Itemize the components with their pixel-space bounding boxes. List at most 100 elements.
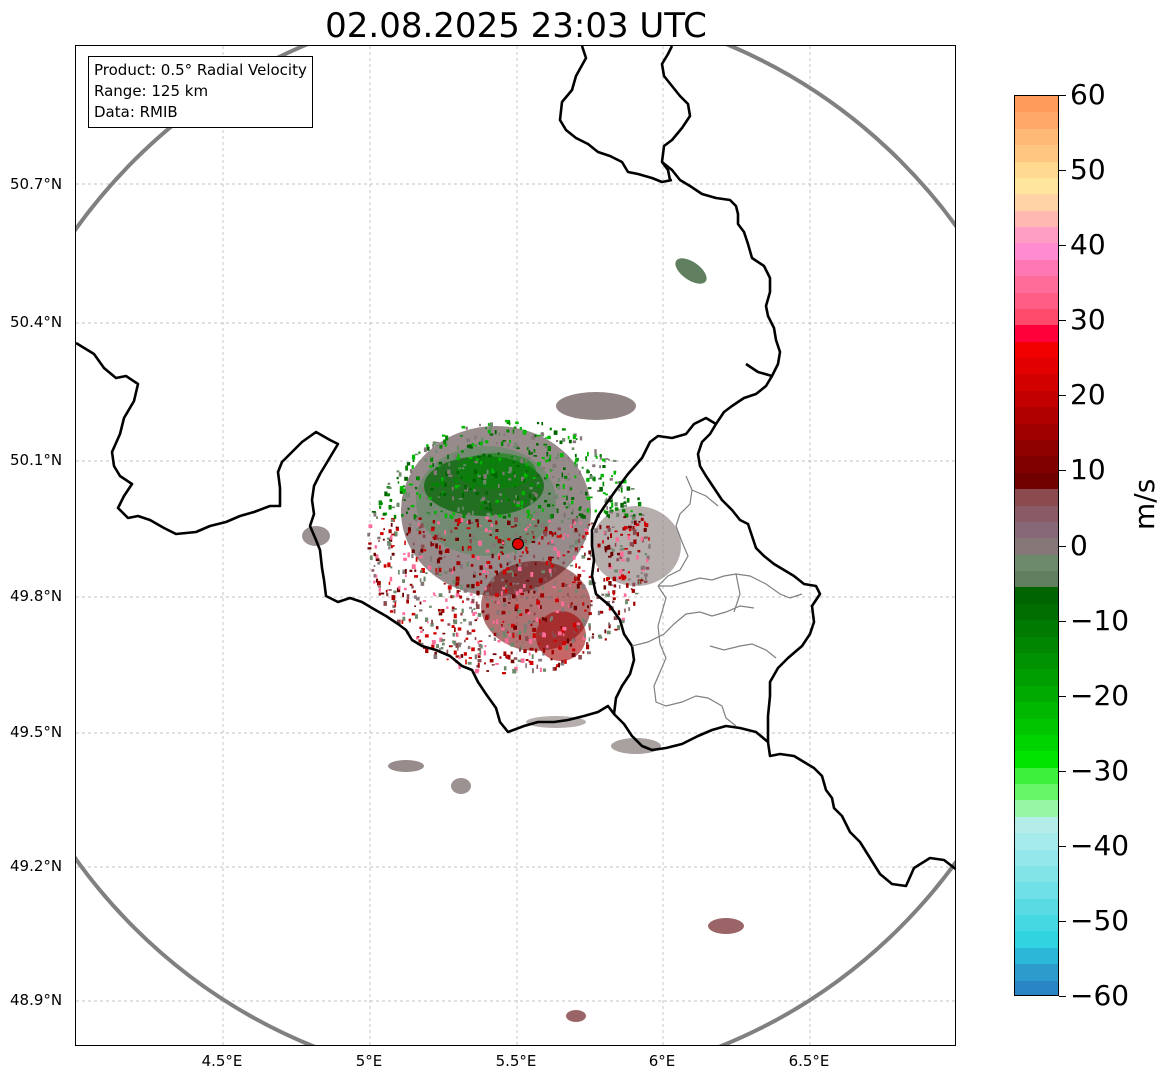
echo-pixel <box>553 583 556 588</box>
echo-pixel <box>444 482 447 487</box>
colorbar-swatch <box>1015 931 1058 949</box>
echo-pixel <box>408 483 413 486</box>
echo-pixel <box>388 505 392 510</box>
echo-pixel <box>484 587 487 591</box>
echo-pixel <box>373 552 376 556</box>
echo-pixel <box>597 610 601 616</box>
echo-pixel <box>617 481 620 484</box>
echo-pixel <box>560 519 564 523</box>
echo-pixel <box>615 481 618 484</box>
echo-pixel <box>527 620 532 624</box>
echo-pixel <box>419 626 423 630</box>
echo-pixel <box>497 553 500 558</box>
echo-pixel <box>515 582 520 585</box>
echo-pixel <box>523 479 526 483</box>
colorbar-swatch <box>1015 800 1058 818</box>
echo-pixel <box>490 600 493 602</box>
info-product: Product: 0.5° Radial Velocity <box>94 61 307 79</box>
echo-pixel <box>448 462 451 467</box>
echo-pixel <box>521 491 526 496</box>
colorbar-swatch <box>1015 521 1058 539</box>
echo-pixel <box>461 450 464 453</box>
echo-pixel <box>542 508 544 512</box>
echo-pixel <box>608 555 612 558</box>
echo-pixel <box>440 510 443 513</box>
echo-pixel <box>378 587 381 592</box>
echo-pixel <box>492 620 495 624</box>
echo-pixel <box>574 539 578 545</box>
echo-pixel <box>508 466 513 472</box>
echo-pixel <box>633 514 636 517</box>
echo-pixel <box>613 592 615 596</box>
echo-pixel <box>452 496 454 501</box>
echo-pixel <box>547 435 551 440</box>
echo-pixel <box>626 498 630 503</box>
echo-pixel <box>397 481 400 484</box>
echo-pixel <box>399 489 403 494</box>
echo-pixel <box>556 535 560 538</box>
echo-pixel <box>445 598 448 602</box>
echo-pixel <box>539 605 542 609</box>
echo-pixel <box>554 581 558 583</box>
echo-pixel <box>470 485 475 491</box>
echo-pixel <box>418 493 420 497</box>
echo-pixel <box>435 441 440 444</box>
colorbar-swatch <box>1015 128 1058 146</box>
echo-pixel <box>574 528 577 532</box>
echo-pixel <box>459 595 462 599</box>
echo-pixel <box>637 497 640 501</box>
colorbar-tick-label: −40 <box>1070 828 1130 862</box>
echo-pixel <box>502 493 505 498</box>
echo-pixel <box>513 426 517 429</box>
echo-pixel <box>476 522 479 528</box>
echo-pixel <box>479 650 482 655</box>
echo-pixel <box>387 487 392 490</box>
echo-pixel <box>530 623 533 627</box>
echo-pixel <box>579 506 582 509</box>
lat-tick: 48.9°N <box>10 991 63 1009</box>
echo-pixel <box>458 642 461 648</box>
echo-pixel <box>556 664 560 668</box>
colorbar-swatch <box>1015 390 1058 408</box>
echo-pixel <box>567 473 570 475</box>
echo-pixel <box>405 569 407 574</box>
echo-pixel <box>464 639 466 643</box>
echo-pixel <box>590 522 594 525</box>
echo-pixel <box>572 622 577 628</box>
echo-pixel <box>460 584 463 590</box>
echo-pixel <box>467 645 471 650</box>
echo-pixel <box>497 640 501 643</box>
echo-pixel <box>502 440 506 442</box>
echo-pixel <box>603 585 607 590</box>
echo-pixel <box>588 623 591 628</box>
echo-pixel <box>411 465 414 470</box>
echo-pixel <box>444 549 447 553</box>
colorbar-tick-label: −50 <box>1070 903 1130 937</box>
echo-pixel <box>648 537 650 541</box>
echo-pixel <box>641 514 645 516</box>
echo-pixel <box>614 542 617 547</box>
echo-pixel <box>540 522 545 528</box>
echo-pixel <box>437 521 440 525</box>
echo-pixel <box>390 545 393 549</box>
echo-pixel <box>582 570 586 572</box>
echo-pixel <box>579 436 583 441</box>
colorbar-swatch <box>1015 194 1058 212</box>
echo-pixel <box>571 639 576 643</box>
echo-pixel <box>608 581 612 586</box>
echo-pixel <box>494 430 497 435</box>
echo-pixel <box>423 576 426 582</box>
colorbar-swatch <box>1015 423 1058 441</box>
echo-pixel <box>525 463 528 467</box>
echo-pixel <box>468 456 473 459</box>
echo-pixel <box>580 545 584 548</box>
echo-pixel <box>516 564 519 567</box>
echo-pixel <box>377 561 381 565</box>
echo-pixel <box>513 555 516 561</box>
echo-pixel <box>491 553 494 559</box>
echo-pixel <box>371 569 375 572</box>
echo-pixel <box>441 609 445 613</box>
echo-pixel <box>393 531 398 537</box>
lat-tick: 50.1°N <box>10 451 63 469</box>
echo-pixel <box>530 500 533 504</box>
